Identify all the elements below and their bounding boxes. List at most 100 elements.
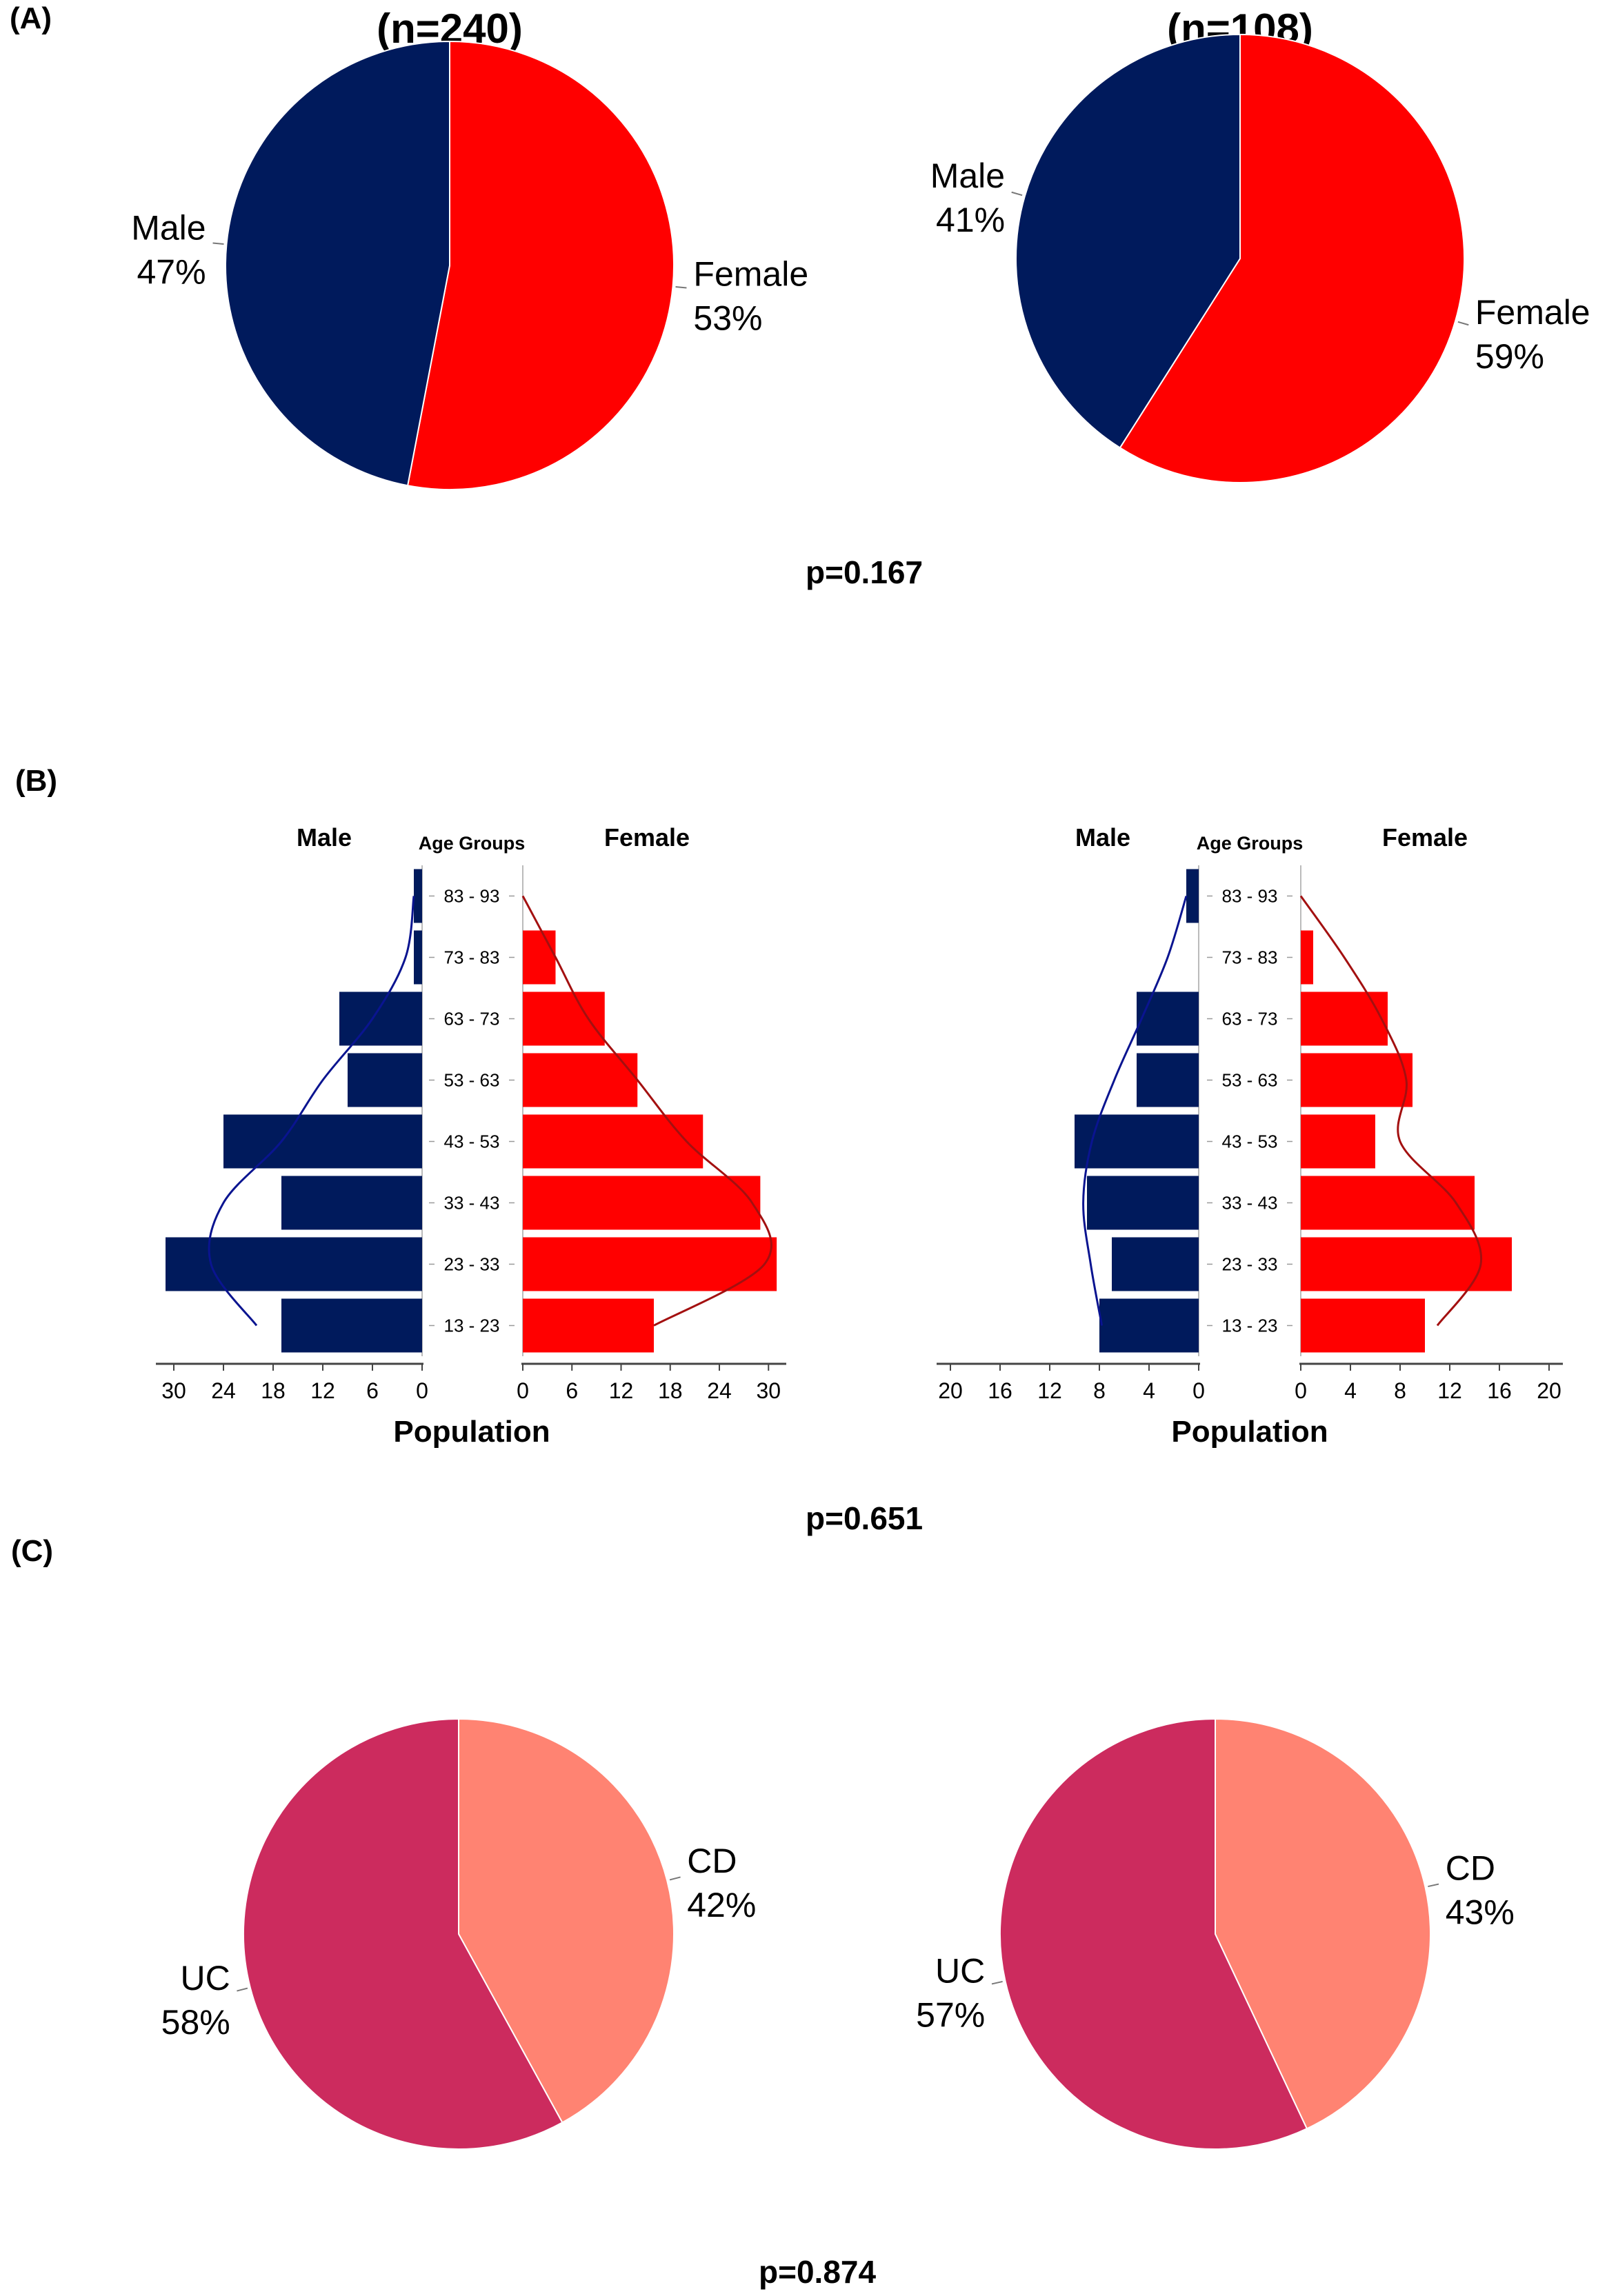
pie-disease-cohort-2: CD 43% UC 57%	[916, 1718, 1515, 2150]
pyramid-age-label: 73 - 83	[1222, 947, 1278, 968]
pyramid-female-tick-label: 18	[658, 1378, 683, 1403]
pyramid-age-label: 63 - 73	[1222, 1009, 1278, 1029]
pie-leader-line	[675, 285, 687, 289]
pyramid-bar-female	[1301, 1237, 1512, 1291]
pyramid-male-tick-label: 8	[1093, 1378, 1106, 1403]
pie-label-uc: UC	[181, 1959, 230, 1997]
pyramid-bar-female	[523, 1114, 703, 1169]
pyramid-age-label: 33 - 43	[1222, 1193, 1278, 1214]
pyramid-age-label: 33 - 43	[444, 1193, 500, 1214]
pyramid-male-title: Male	[1075, 823, 1130, 852]
pyramid-male-tick-label: 12	[310, 1378, 335, 1403]
pie-slice-male	[225, 40, 450, 487]
pie-slice-male	[1015, 33, 1241, 449]
pyramid-female-tick-label: 0	[1295, 1378, 1307, 1403]
pyramid-female-tick-label: 8	[1394, 1378, 1406, 1403]
pyramid-age-pyramid-2: Male Female Age Groups 13 - 23 23 - 33 33 - 4…	[937, 823, 1563, 1449]
pie-leader-line	[991, 1980, 1003, 1985]
pyramid-male-density-curve	[208, 896, 415, 1327]
pyramid-female-title: Female	[1382, 823, 1468, 852]
pyramid-age-label: 83 - 93	[444, 886, 500, 907]
pyramid-bar-male	[166, 1237, 422, 1291]
pyramid-age-label: 13 - 23	[1222, 1316, 1278, 1336]
pyramid-age-label: 53 - 63	[1222, 1070, 1278, 1091]
pyramid-x-axis-title: Population	[393, 1415, 550, 1449]
pie-leader-line	[1428, 1883, 1439, 1888]
pyramid-bar-male	[339, 991, 422, 1046]
pyramid-female-tick-label: 30	[756, 1378, 781, 1403]
pyramid-bar-male	[223, 1114, 422, 1169]
pyramid-age-label: 73 - 83	[444, 947, 500, 968]
pyramid-female-density-curve	[1299, 895, 1483, 1327]
pyramid-bar-female	[523, 1053, 638, 1107]
pie-slice-cd	[458, 1718, 675, 2124]
pyramid-bar-female	[1301, 1053, 1413, 1107]
pyramid-male-tick-label: 24	[211, 1378, 236, 1403]
pie-label-male: Male	[930, 157, 1005, 195]
pyramid-age-label: 83 - 93	[1222, 886, 1278, 907]
pyramid-male-title: Male	[297, 823, 352, 852]
pyramid-bar-female	[523, 1237, 777, 1291]
pie-slice-female	[406, 40, 675, 490]
pyramid-bar-male	[414, 869, 422, 923]
pyramid-female-title: Female	[604, 823, 690, 852]
pyramid-x-axis-title: Population	[1171, 1415, 1328, 1449]
pyramid-male-density-curve	[1082, 896, 1188, 1326]
pyramid-bar-male	[1137, 1053, 1199, 1107]
pyramid-bar-male	[1186, 869, 1199, 923]
pyramid-male-tick-label: 6	[366, 1378, 379, 1403]
pyramid-age-axis-title: Age Groups	[1197, 833, 1304, 854]
pyramid-age-label: 13 - 23	[444, 1316, 500, 1336]
pyramid-bar-female	[1301, 1298, 1425, 1353]
pyramid-male-tick-label: 18	[261, 1378, 286, 1403]
pie-label-female: Female	[1475, 293, 1590, 332]
panel-b-p-value: p=0.651	[806, 1500, 924, 1536]
pyramid-bar-female	[523, 1298, 654, 1353]
pie-percent-cd: 42%	[687, 1886, 756, 1924]
pie-percent-female: 53%	[693, 299, 762, 337]
pie-leader-line	[669, 1876, 681, 1881]
pie-leader-line	[1457, 321, 1469, 326]
pyramid-female-tick-label: 4	[1344, 1378, 1357, 1403]
pyramid-male-tick-label: 0	[1192, 1378, 1205, 1403]
pyramid-male-tick-label: 12	[1037, 1378, 1062, 1403]
pyramid-female-tick-label: 24	[707, 1378, 732, 1403]
pie-leader-line	[237, 1987, 248, 1992]
pie-slice-uc	[999, 1718, 1308, 2150]
pie-label-cd: CD	[687, 1842, 737, 1880]
pyramid-female-tick-label: 6	[566, 1378, 578, 1403]
pie-label-male: Male	[131, 209, 206, 248]
panel-a-label: (A)	[10, 1, 52, 35]
pyramid-bar-male	[281, 1176, 422, 1230]
pyramid-male-tick-label: 20	[938, 1378, 963, 1403]
pie-percent-male: 41%	[936, 201, 1005, 239]
pyramid-bar-male	[1099, 1298, 1199, 1353]
pyramid-female-tick-label: 12	[1437, 1378, 1462, 1403]
pyramid-bar-female	[523, 1176, 761, 1230]
pyramid-male-tick-label: 4	[1143, 1378, 1155, 1403]
pie-leader-line	[212, 242, 224, 245]
pyramid-age-label: 43 - 53	[444, 1131, 500, 1152]
pie-slice-uc	[243, 1718, 563, 2150]
pyramid-bar-male	[1075, 1114, 1199, 1169]
pyramid-female-tick-label: 0	[517, 1378, 529, 1403]
pyramid-age-label: 23 - 33	[1222, 1254, 1278, 1275]
pyramid-bar-female	[1301, 1114, 1375, 1169]
pyramid-age-label: 63 - 73	[444, 1009, 500, 1029]
pyramid-male-tick-label: 0	[416, 1378, 428, 1403]
pyramid-bar-male	[1087, 1176, 1199, 1230]
pie-label-uc: UC	[935, 1952, 985, 1991]
pyramid-bar-female	[1301, 930, 1313, 985]
pyramid-bar-female	[523, 991, 605, 1046]
pie-leader-line	[1011, 191, 1023, 197]
pyramid-bar-male	[281, 1298, 422, 1353]
pyramid-age-label: 23 - 33	[444, 1254, 500, 1275]
pyramid-male-tick-label: 30	[161, 1378, 186, 1403]
pyramid-male-tick-label: 16	[988, 1378, 1012, 1403]
pie-slice-female	[1119, 33, 1465, 483]
pyramid-female-tick-label: 20	[1537, 1378, 1561, 1403]
pyramid-age-axis-title: Age Groups	[419, 833, 526, 854]
